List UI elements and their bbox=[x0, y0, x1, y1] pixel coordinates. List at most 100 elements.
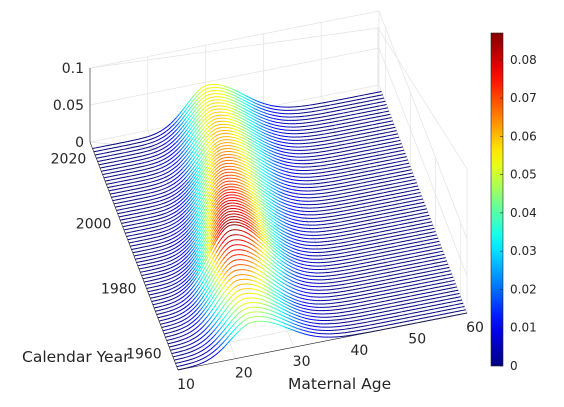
ridge-segment bbox=[349, 201, 353, 204]
ridge-segment bbox=[153, 296, 157, 299]
ridge-segment bbox=[242, 99, 246, 102]
ridge-segment bbox=[123, 172, 128, 175]
ridge-segment bbox=[181, 233, 186, 237]
ridge-segment bbox=[264, 121, 268, 124]
ridge-segment bbox=[187, 128, 192, 133]
ridge-segment bbox=[268, 245, 272, 250]
ridge-segment bbox=[115, 142, 119, 145]
ridge-segment bbox=[193, 218, 197, 224]
ridge-segment bbox=[185, 114, 190, 119]
ridge-segment bbox=[272, 114, 276, 117]
ridge-segment bbox=[347, 100, 352, 103]
ridge-segment bbox=[337, 186, 341, 189]
ridge-segment bbox=[244, 130, 248, 133]
ridge-segment bbox=[211, 177, 215, 182]
ridge-segment bbox=[125, 144, 129, 146]
ridge-segment bbox=[261, 171, 265, 175]
ridge-segment bbox=[190, 215, 195, 220]
ridge-segment bbox=[288, 233, 293, 236]
ridge-segment bbox=[106, 144, 110, 147]
ridge-segment bbox=[242, 137, 246, 140]
ridge-segment bbox=[355, 144, 359, 147]
ridge-segment bbox=[295, 222, 299, 225]
ridge-segment bbox=[374, 176, 378, 178]
ridge-segment bbox=[359, 203, 363, 205]
ridge-segment bbox=[347, 139, 351, 141]
ridge-segment bbox=[257, 154, 262, 158]
ridge-segment bbox=[269, 161, 273, 164]
ridge-segment bbox=[151, 268, 155, 271]
ridge-segment bbox=[169, 248, 174, 251]
ridge-segment bbox=[175, 159, 179, 164]
ridge-segment bbox=[378, 98, 382, 100]
ridge-segment bbox=[189, 172, 194, 177]
ridge-segment bbox=[147, 290, 151, 293]
ridge-segment bbox=[253, 110, 257, 113]
ridge-segment bbox=[220, 163, 224, 166]
ridge-segment bbox=[188, 101, 193, 106]
ridge-segment bbox=[382, 174, 386, 176]
ridge-segment bbox=[286, 168, 290, 170]
ridge-segment bbox=[188, 110, 193, 115]
ridge-segment bbox=[160, 298, 164, 300]
ridge-segment bbox=[207, 203, 211, 209]
ridge-segment bbox=[259, 113, 263, 116]
ridge-segment bbox=[252, 101, 256, 104]
ridge-segment bbox=[272, 120, 276, 123]
ridge-segment bbox=[426, 239, 430, 241]
ridge-segment bbox=[158, 245, 162, 248]
ridge-segment bbox=[349, 257, 353, 260]
ridge-segment bbox=[172, 134, 176, 139]
ridge-segment bbox=[403, 187, 407, 190]
ridge-segment bbox=[386, 177, 390, 179]
ridge-segment bbox=[341, 133, 346, 135]
ridge-segment bbox=[325, 115, 329, 117]
ridge-segment bbox=[391, 141, 395, 143]
ridge-segment bbox=[344, 244, 348, 247]
ridge-segment bbox=[212, 201, 217, 207]
ridge-segment bbox=[264, 214, 268, 218]
ridge-segment bbox=[161, 180, 166, 183]
ridge-segment bbox=[113, 185, 117, 187]
ridge-segment bbox=[265, 218, 270, 222]
ridge-segment bbox=[360, 164, 364, 167]
ridge-segment bbox=[142, 179, 146, 182]
ridge-segment bbox=[428, 235, 432, 238]
ridge-segment bbox=[157, 291, 161, 294]
ridge-segment bbox=[259, 167, 264, 171]
ridge-segment bbox=[407, 239, 411, 242]
ridge-segment bbox=[343, 192, 347, 195]
ridge-segment bbox=[184, 111, 188, 117]
ridge-segment bbox=[383, 135, 387, 138]
ridge-segment bbox=[226, 89, 230, 92]
ridge-segment bbox=[161, 294, 165, 297]
ridge-segment bbox=[376, 189, 380, 192]
ridge-segment bbox=[403, 194, 407, 197]
ridge-segment bbox=[104, 155, 108, 158]
ridge-segment bbox=[150, 216, 154, 219]
ridge-segment bbox=[123, 162, 127, 164]
ridge-segment bbox=[330, 103, 334, 106]
ridge-segment bbox=[218, 195, 222, 199]
ridge-segment bbox=[220, 226, 225, 231]
ridge-segment bbox=[216, 171, 221, 175]
ridge-segment bbox=[205, 259, 210, 266]
ridge-segment bbox=[121, 183, 126, 186]
ridge-segment bbox=[296, 226, 300, 229]
ridge-segment bbox=[122, 218, 127, 221]
ridge-segment bbox=[191, 250, 196, 255]
ridge-segment bbox=[157, 235, 161, 238]
ridge-segment bbox=[412, 186, 416, 188]
ridge-segment bbox=[225, 200, 229, 203]
ridge-segment bbox=[190, 223, 194, 228]
ridge-segment bbox=[165, 222, 169, 225]
ridge-segment bbox=[216, 228, 221, 234]
ridge-segment bbox=[194, 179, 199, 185]
ridge-segment bbox=[264, 229, 269, 233]
ridge-segment bbox=[328, 146, 332, 148]
ridge-segment bbox=[260, 122, 264, 125]
ridge-segment bbox=[173, 250, 178, 253]
ridge-segment bbox=[159, 280, 163, 283]
ridge-segment bbox=[386, 120, 391, 123]
ridge-segment bbox=[131, 185, 135, 187]
